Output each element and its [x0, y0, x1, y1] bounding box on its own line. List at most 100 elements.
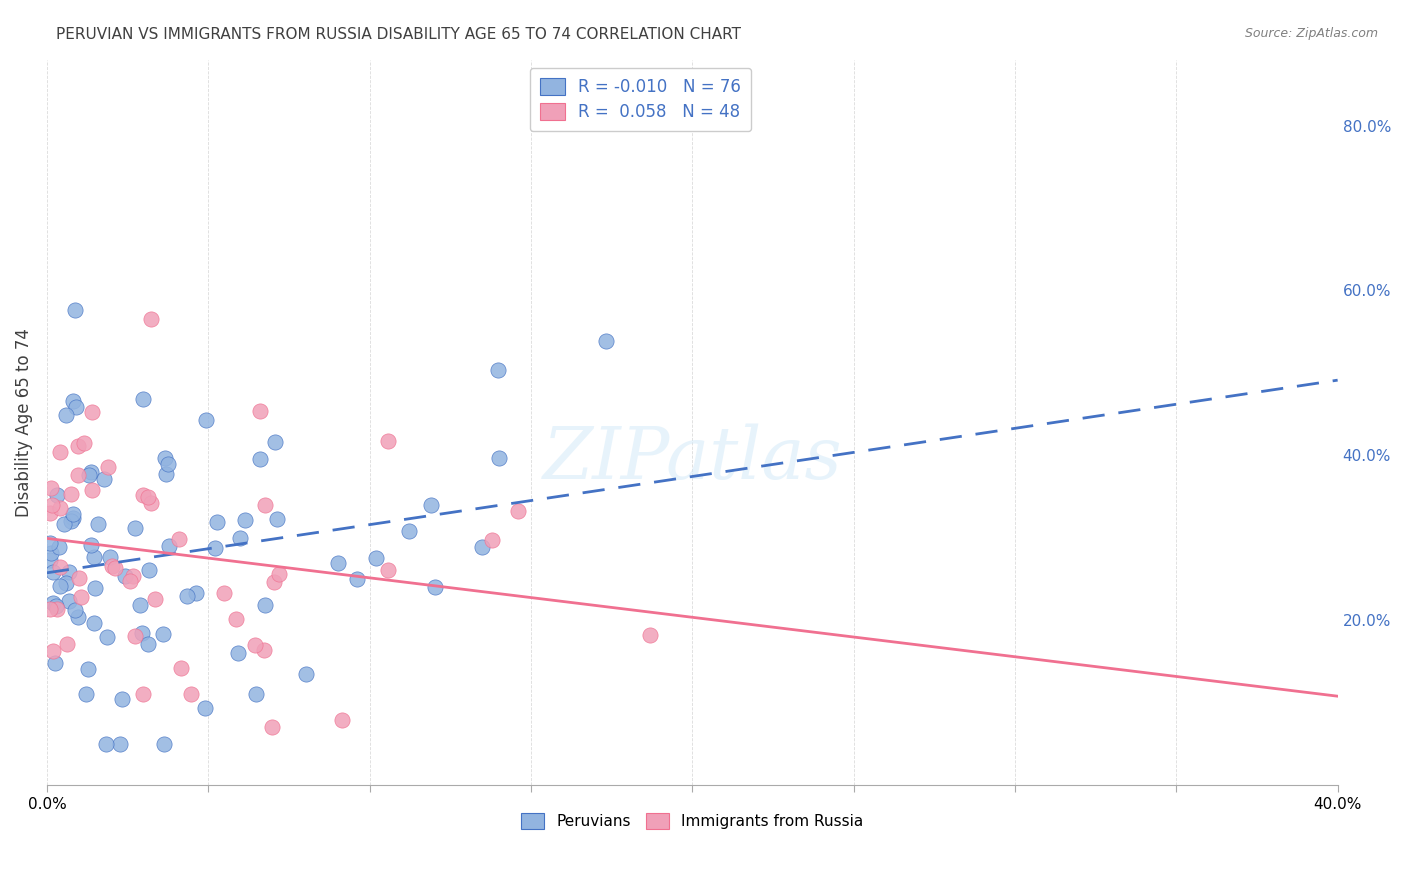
Point	[253, 598, 276, 612]
Point	[249, 404, 271, 418]
Point	[49, 500, 72, 515]
Point	[330, 713, 353, 727]
Point	[108, 737, 131, 751]
Point	[39, 506, 62, 520]
Point	[138, 563, 160, 577]
Point	[62, 507, 84, 521]
Point	[398, 524, 420, 538]
Point	[157, 539, 180, 553]
Point	[245, 687, 267, 701]
Point	[254, 498, 277, 512]
Point	[44, 656, 66, 670]
Point	[42, 566, 65, 580]
Point	[48, 541, 70, 555]
Point	[194, 701, 217, 715]
Point	[243, 638, 266, 652]
Point	[49, 579, 72, 593]
Point	[55, 408, 77, 422]
Point	[39, 553, 62, 567]
Point	[94, 737, 117, 751]
Point	[167, 532, 190, 546]
Point	[638, 628, 661, 642]
Point	[58, 594, 80, 608]
Point	[226, 646, 249, 660]
Point	[67, 572, 90, 586]
Point	[266, 512, 288, 526]
Point	[48, 560, 70, 574]
Point	[377, 563, 399, 577]
Point	[156, 457, 179, 471]
Point	[225, 612, 247, 626]
Point	[295, 666, 318, 681]
Point	[59, 487, 82, 501]
Point	[104, 560, 127, 574]
Point	[83, 616, 105, 631]
Point	[114, 568, 136, 582]
Point	[70, 591, 93, 605]
Point	[83, 550, 105, 565]
Point	[124, 629, 146, 643]
Point	[152, 627, 174, 641]
Point	[153, 450, 176, 465]
Point	[346, 572, 368, 586]
Text: ZIPatlas: ZIPatlas	[543, 424, 842, 494]
Legend: Peruvians, Immigrants from Russia: Peruvians, Immigrants from Russia	[515, 807, 869, 836]
Point	[45, 599, 67, 613]
Point	[80, 537, 103, 551]
Point	[506, 504, 529, 518]
Point	[42, 596, 65, 610]
Point	[93, 472, 115, 486]
Point	[86, 516, 108, 531]
Point	[65, 602, 87, 616]
Point	[131, 626, 153, 640]
Text: PERUVIAN VS IMMIGRANTS FROM RUSSIA DISABILITY AGE 65 TO 74 CORRELATION CHART: PERUVIAN VS IMMIGRANTS FROM RUSSIA DISAB…	[56, 27, 741, 42]
Point	[111, 691, 134, 706]
Point	[364, 551, 387, 566]
Point	[39, 536, 62, 550]
Point	[39, 602, 62, 616]
Point	[84, 581, 107, 595]
Point	[269, 566, 291, 581]
Point	[97, 460, 120, 475]
Point	[595, 334, 617, 348]
Point	[132, 687, 155, 701]
Point	[139, 495, 162, 509]
Point	[143, 591, 166, 606]
Point	[55, 576, 77, 591]
Point	[80, 483, 103, 497]
Point	[184, 586, 207, 600]
Point	[122, 569, 145, 583]
Point	[100, 550, 122, 565]
Point	[377, 434, 399, 449]
Point	[56, 636, 79, 650]
Point	[204, 541, 226, 555]
Point	[66, 467, 89, 482]
Point	[326, 556, 349, 570]
Point	[486, 363, 509, 377]
Point	[79, 468, 101, 483]
Point	[252, 643, 274, 657]
Point	[120, 574, 142, 589]
Point	[263, 574, 285, 589]
Point	[49, 445, 72, 459]
Point	[488, 450, 510, 465]
Point	[82, 405, 104, 419]
Point	[263, 435, 285, 450]
Point	[155, 467, 177, 481]
Point	[63, 302, 86, 317]
Point	[249, 452, 271, 467]
Point	[46, 602, 69, 616]
Point	[39, 481, 62, 495]
Point	[58, 565, 80, 579]
Point	[262, 720, 284, 734]
Point	[73, 435, 96, 450]
Point	[136, 637, 159, 651]
Point	[41, 498, 63, 512]
Point	[136, 490, 159, 504]
Point	[41, 546, 63, 560]
Point	[212, 586, 235, 600]
Point	[235, 512, 257, 526]
Point	[60, 514, 83, 528]
Point	[45, 488, 67, 502]
Point	[101, 559, 124, 574]
